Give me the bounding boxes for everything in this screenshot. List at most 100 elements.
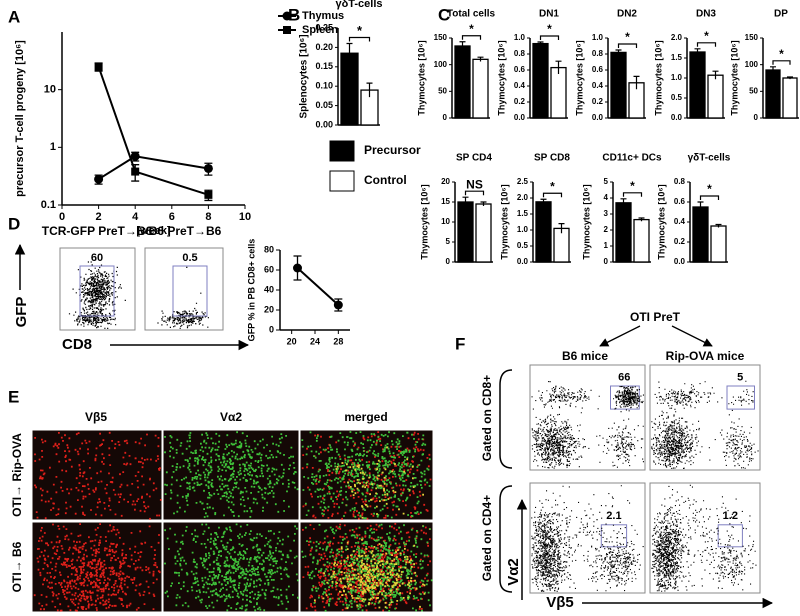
y-tick-label: 1.0 [514,33,526,42]
significance-bracket [699,195,720,200]
y-axis-label: Thymocytes [10⁶] [499,184,509,259]
gate [172,265,208,317]
bracket [499,485,513,593]
y-tick-label: 0.6 [674,197,686,206]
significance-bracket [542,192,563,198]
y-tick-label: 0 [443,113,448,122]
y-tick-label: 10 [44,84,56,96]
bar [782,77,798,119]
column-label: merged [344,410,387,424]
marker [203,163,213,173]
significance-label: * [704,29,709,43]
error-bar [615,49,622,55]
y-tick-label: 50 [438,86,447,95]
gate-percent: 2.1 [606,510,621,522]
data-line [98,155,209,181]
panel-label: D [8,214,20,233]
bar [457,201,474,263]
column-label: Rip-OVA mice [666,349,745,363]
y-tick-label: 100 [434,60,448,69]
y-tick-label: 20 [441,177,450,186]
gate-percent: 60 [91,252,103,264]
x-tick-label: 4 [132,211,139,223]
y-tick-label: 5 [604,177,609,186]
error-bar [477,56,484,62]
significance-bracket [539,35,560,40]
y-axis-label: precursor T-cell progeny [10⁶] [14,40,26,197]
y-tick-label: 150 [434,33,448,42]
y-tick-label: 0.0 [671,113,683,122]
error-bar [770,66,776,74]
marker [94,62,103,71]
y-tick-label: 60 [264,264,274,274]
y-tick-label: 150 [745,33,759,42]
row-label: OTI→ Rip-OVA [10,433,24,517]
y-tick-label: 10 [441,217,450,226]
bar [689,51,706,119]
error-bar [694,48,701,56]
legend-marker [283,26,291,34]
y-tick-label: 0.1 [41,199,56,211]
legend-label: Precursor [364,143,421,157]
legend-label: Spleen [302,24,338,36]
significance-label: * [550,179,555,193]
dots [531,381,644,469]
y-tick-label: 0.00 [315,119,333,129]
error-bar [555,60,562,74]
significance-label: * [469,22,474,36]
y-tick-label: 5 [446,237,451,246]
y-tick-label: 15 [441,197,450,206]
y-axis-label: Thymocytes [10⁶] [419,184,429,259]
y-tick-label: 1 [604,241,609,250]
y-tick-label: 0.25 [315,22,333,32]
chart-title: γδT-cells [688,153,731,164]
y-tick-label: 0.2 [592,97,604,106]
dots [164,523,299,612]
y-tick-label: 0.15 [315,61,333,71]
y-tick-label: 0 [446,257,451,266]
significance-bracket [461,35,482,40]
significance-label: NS [466,177,483,191]
x-tick-label: 8 [205,211,211,223]
gate-percent: 0.5 [182,252,197,264]
bar [765,69,781,119]
bar [454,45,471,119]
y-tick-label: 1.0 [671,73,683,82]
column-label: B6 mice [562,349,608,363]
y-tick-label: 0.4 [514,81,526,90]
axis-label: Vα2 [505,558,522,586]
bar [475,203,492,263]
dots [314,538,426,610]
significance-bracket [617,43,638,48]
y-tick-label: 50 [749,86,758,95]
axis-label: Vβ5 [546,594,574,611]
bar [707,74,724,119]
error-bar [697,201,704,212]
marker [94,174,104,184]
plot-title: B6 PreT→B6 [149,224,222,238]
error-bar [638,217,645,222]
bar [532,42,549,119]
y-tick-label: 2.0 [517,193,529,202]
row-label: Gated on CD8+ [480,375,494,461]
error-bar [346,42,353,63]
y-tick-label: 1 [50,141,56,153]
error-bar [459,41,466,51]
y-tick-label: 0.0 [514,113,526,122]
error-bar [715,223,722,228]
legend-label: Control [364,173,407,187]
y-tick-label: 0.20 [315,42,333,52]
x-tick-label: 28 [333,336,343,346]
bar [340,52,359,126]
error-bar [558,223,565,234]
y-tick-label: 0.05 [315,100,333,110]
y-tick-label: 0.0 [517,257,529,266]
dots [301,523,433,612]
bar [550,66,567,119]
gate [79,265,115,317]
dots [651,484,757,592]
arrow [671,325,713,347]
axis-label: GFP [13,297,30,328]
bracket [499,369,513,469]
significance-label: * [630,179,635,193]
